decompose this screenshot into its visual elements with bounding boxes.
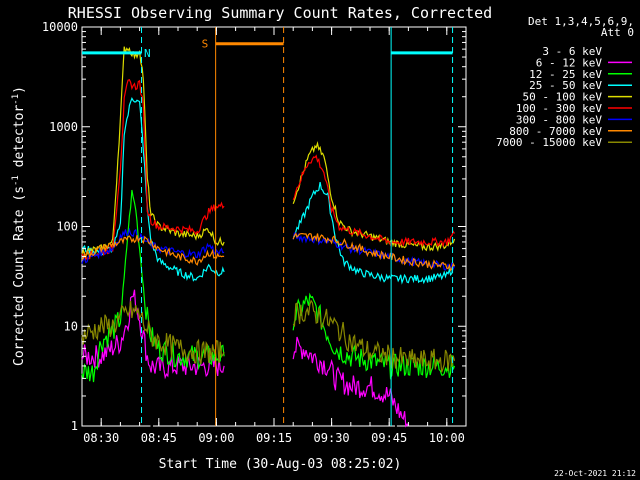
y-tick-label: 10 xyxy=(64,319,78,333)
x-tick-label: 09:15 xyxy=(256,431,292,445)
axes-layer: 1 10 100 1000 10000 08:30 08:45 09:00 09:15 09:30… xyxy=(42,20,467,445)
y-axis-label: Corrected Count Rate (s-1 detector-1) xyxy=(11,86,27,366)
y-tick-label: 10000 xyxy=(42,20,78,34)
x-tick-label: 08:45 xyxy=(141,431,177,445)
y-tick-label: 1000 xyxy=(49,120,78,134)
y-axis-label-mid: detector xyxy=(12,105,27,176)
x-tick-label: 08:30 xyxy=(83,431,119,445)
x-tick-label: 10:00 xyxy=(429,431,465,445)
footer-date: 22-Oct-2021 21:12 xyxy=(554,469,636,478)
legend-label: 25 - 50 keV xyxy=(529,79,602,92)
markers-layer: NS xyxy=(82,27,454,426)
series-line-8 xyxy=(292,299,456,373)
series-line-2 xyxy=(292,292,456,380)
legend-label: 300 - 800 keV xyxy=(516,113,602,126)
legend-header: Det 1,3,4,5,6,9, xyxy=(528,15,634,28)
x-tick-label: 09:00 xyxy=(198,431,234,445)
legend-label: 100 - 300 keV xyxy=(516,102,602,115)
x-tick-label: 09:45 xyxy=(371,431,407,445)
y-axis-label-end: ) xyxy=(12,86,27,94)
x-tick-label: 09:30 xyxy=(314,431,350,445)
series-line-8 xyxy=(81,300,225,364)
chart-title: RHESSI Observing Summary Count Rates, Co… xyxy=(68,4,492,22)
series-line-7 xyxy=(292,232,456,272)
legend-label: 3 - 6 keV xyxy=(542,45,602,58)
series-line-5 xyxy=(292,154,455,248)
flag-label-N: N xyxy=(144,47,151,60)
y-tick-label: 100 xyxy=(56,220,78,234)
y-axis-label-sup2: -1 xyxy=(11,94,21,105)
y-axis-label-sup1: -1 xyxy=(11,175,21,186)
legend-label: 12 - 25 keV xyxy=(529,68,602,81)
legend-label: 800 - 7000 keV xyxy=(509,125,602,138)
y-axis-label-main: Corrected Count Rate (s xyxy=(12,186,27,366)
legend-label: 50 - 100 keV xyxy=(523,91,603,104)
series-line-3 xyxy=(293,181,455,285)
y-tick-label: 1 xyxy=(71,419,78,433)
flag-label-S: S xyxy=(202,38,209,51)
series-layer xyxy=(81,46,456,428)
series-line-4 xyxy=(292,141,456,253)
legend-label: 7000 - 15000 keV xyxy=(496,136,602,149)
legend-header: Att 0 xyxy=(601,26,634,39)
series-line-7 xyxy=(81,235,225,266)
series-line-1 xyxy=(292,336,409,428)
x-axis-label: Start Time (30-Aug-03 08:25:02) xyxy=(159,457,402,472)
legend-label: 6 - 12 keV xyxy=(536,56,603,69)
